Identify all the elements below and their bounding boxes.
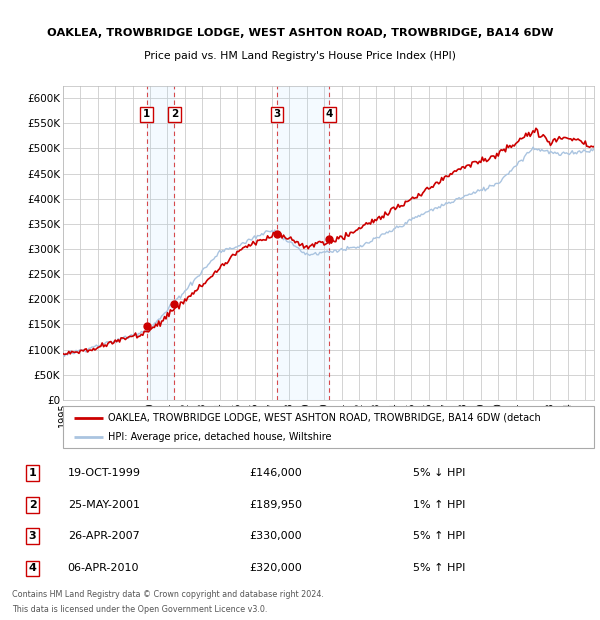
Text: 2: 2 xyxy=(171,109,178,119)
Text: 4: 4 xyxy=(29,564,37,574)
Text: 2: 2 xyxy=(29,500,37,510)
Text: Contains HM Land Registry data © Crown copyright and database right 2024.: Contains HM Land Registry data © Crown c… xyxy=(12,590,324,600)
Bar xyxy=(277,86,329,400)
Text: 25-MAY-2001: 25-MAY-2001 xyxy=(68,500,140,510)
Text: 1: 1 xyxy=(143,109,150,119)
Text: OAKLEA, TROWBRIDGE LODGE, WEST ASHTON ROAD, TROWBRIDGE, BA14 6DW: OAKLEA, TROWBRIDGE LODGE, WEST ASHTON RO… xyxy=(47,28,553,38)
Text: 19-OCT-1999: 19-OCT-1999 xyxy=(68,468,140,478)
Text: HPI: Average price, detached house, Wiltshire: HPI: Average price, detached house, Wilt… xyxy=(108,432,332,442)
FancyBboxPatch shape xyxy=(63,406,594,448)
Text: 1: 1 xyxy=(29,468,37,478)
Text: £189,950: £189,950 xyxy=(249,500,302,510)
Text: 4: 4 xyxy=(326,109,333,119)
Text: 3: 3 xyxy=(29,531,37,541)
Text: 5% ↑ HPI: 5% ↑ HPI xyxy=(413,531,465,541)
Text: OAKLEA, TROWBRIDGE LODGE, WEST ASHTON ROAD, TROWBRIDGE, BA14 6DW (detach: OAKLEA, TROWBRIDGE LODGE, WEST ASHTON RO… xyxy=(108,413,541,423)
Text: 26-APR-2007: 26-APR-2007 xyxy=(68,531,139,541)
Bar xyxy=(146,86,175,400)
Text: £330,000: £330,000 xyxy=(249,531,302,541)
Text: £146,000: £146,000 xyxy=(249,468,302,478)
Text: 5% ↑ HPI: 5% ↑ HPI xyxy=(413,564,465,574)
Text: 06-APR-2010: 06-APR-2010 xyxy=(68,564,139,574)
Text: 5% ↓ HPI: 5% ↓ HPI xyxy=(413,468,465,478)
Text: 3: 3 xyxy=(274,109,281,119)
Text: This data is licensed under the Open Government Licence v3.0.: This data is licensed under the Open Gov… xyxy=(12,605,268,614)
Text: 1% ↑ HPI: 1% ↑ HPI xyxy=(413,500,465,510)
Text: Price paid vs. HM Land Registry's House Price Index (HPI): Price paid vs. HM Land Registry's House … xyxy=(144,51,456,61)
Text: £320,000: £320,000 xyxy=(249,564,302,574)
